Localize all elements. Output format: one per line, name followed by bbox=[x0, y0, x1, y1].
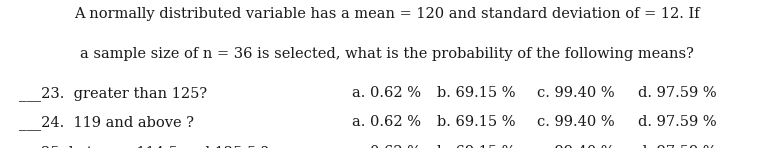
Text: b. 69.15 %: b. 69.15 % bbox=[437, 115, 516, 130]
Text: a. 0.62 %: a. 0.62 % bbox=[352, 115, 421, 130]
Text: d. 97.59 %: d. 97.59 % bbox=[638, 86, 717, 100]
Text: b. 69.15 %: b. 69.15 % bbox=[437, 86, 516, 100]
Text: ___25. between 114.5 and 125.5 ?: ___25. between 114.5 and 125.5 ? bbox=[19, 145, 269, 148]
Text: a. 0.62 %: a. 0.62 % bbox=[352, 86, 421, 100]
Text: c. 99.40 %: c. 99.40 % bbox=[537, 86, 615, 100]
Text: a. 0.62 %: a. 0.62 % bbox=[352, 145, 421, 148]
Text: A normally distributed variable has a mean = 120 and standard deviation of = 12.: A normally distributed variable has a me… bbox=[73, 7, 700, 21]
Text: a sample size of n = 36 is selected, what is the probability of the following me: a sample size of n = 36 is selected, wha… bbox=[80, 47, 693, 61]
Text: c. 99.40 %: c. 99.40 % bbox=[537, 145, 615, 148]
Text: b. 69.15 %: b. 69.15 % bbox=[437, 145, 516, 148]
Text: d. 97.59 %: d. 97.59 % bbox=[638, 115, 717, 130]
Text: ___24.  119 and above ?: ___24. 119 and above ? bbox=[19, 115, 194, 130]
Text: ___23.  greater than 125?: ___23. greater than 125? bbox=[19, 86, 207, 101]
Text: c. 99.40 %: c. 99.40 % bbox=[537, 115, 615, 130]
Text: d. 97.59 %: d. 97.59 % bbox=[638, 145, 717, 148]
